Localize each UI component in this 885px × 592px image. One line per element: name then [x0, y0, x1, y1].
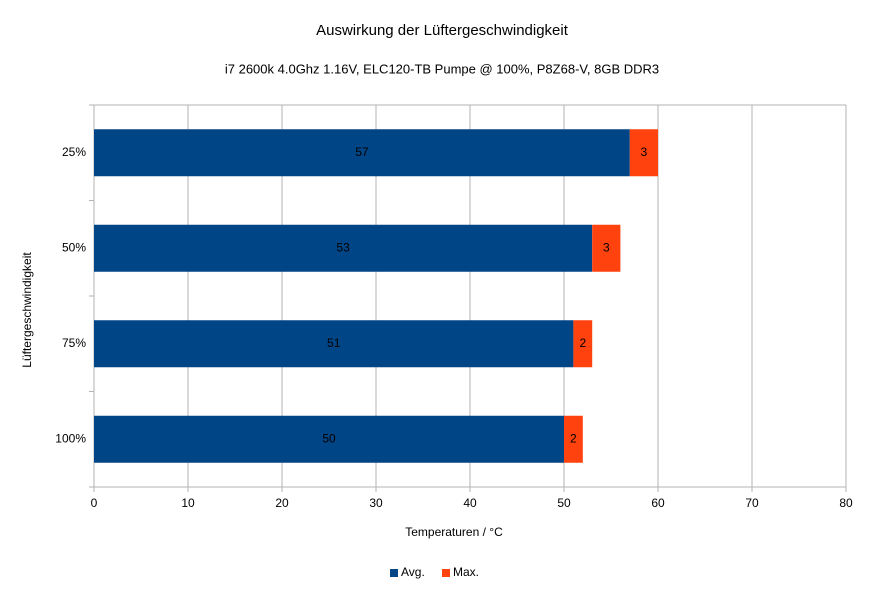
- bar-segment: [94, 415, 564, 463]
- x-tick-label: 30: [369, 496, 383, 510]
- x-tick-label: 0: [91, 496, 98, 510]
- x-tick-label: 10: [181, 496, 195, 510]
- x-tick-label: 50: [557, 496, 571, 510]
- bar-segment: [94, 224, 593, 272]
- data-label: 2: [579, 336, 586, 350]
- legend-swatch: [390, 569, 398, 577]
- data-label: 51: [327, 336, 341, 350]
- y-tick-label: 100%: [55, 431, 86, 445]
- x-tick-label: 70: [745, 496, 759, 510]
- y-tick-label: 25%: [62, 145, 86, 159]
- x-axis-title: Temperaturen / °C: [405, 525, 503, 539]
- bar-segment: [573, 320, 593, 368]
- bar-segment: [592, 224, 621, 272]
- data-label: 57: [355, 145, 369, 159]
- y-tick-label: 75%: [62, 336, 86, 350]
- bar-segment: [629, 129, 658, 177]
- x-tick-label: 20: [275, 496, 289, 510]
- data-label: 3: [603, 240, 610, 254]
- y-tick-label: 50%: [62, 240, 86, 254]
- data-label: 50: [322, 431, 336, 445]
- legend-label: Max.: [453, 565, 479, 579]
- x-tick-label: 80: [839, 496, 853, 510]
- y-axis-title: Lüftergeschwindigkeit: [20, 252, 34, 368]
- data-label: 3: [641, 145, 648, 159]
- chart-title: Auswirkung der Lüftergeschwindigkeit: [316, 22, 569, 39]
- x-tick-label: 60: [651, 496, 665, 510]
- bar-segment: [94, 320, 574, 368]
- bar-segment: [94, 129, 630, 177]
- legend-label: Avg.: [401, 565, 425, 579]
- chart-subtitle: i7 2600k 4.0Ghz 1.16V, ELC120-TB Pumpe @…: [225, 61, 659, 76]
- data-label: 53: [336, 240, 350, 254]
- data-label: 2: [570, 431, 577, 445]
- bar-segment: [564, 415, 583, 463]
- legend-swatch: [442, 569, 450, 577]
- x-tick-label: 40: [463, 496, 477, 510]
